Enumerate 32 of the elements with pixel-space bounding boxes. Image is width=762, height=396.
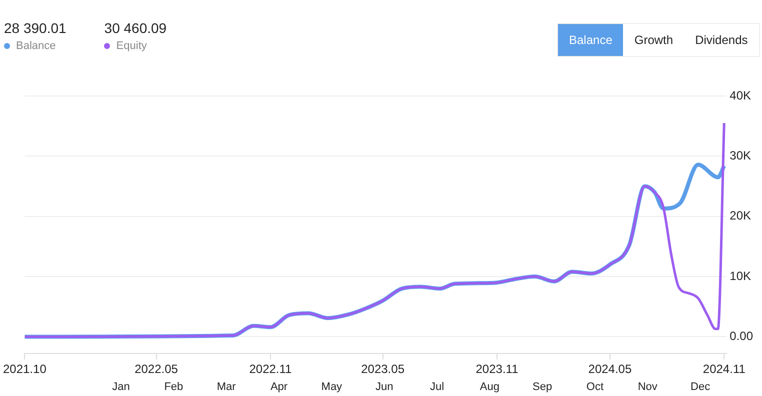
text: Oct: [586, 381, 604, 393]
text: Balance: [558, 24, 624, 56]
y-tick-label: 0.00: [730, 329, 754, 344]
text: Apr: [270, 381, 288, 393]
text: Sep: [532, 381, 552, 393]
x-tick-label: 2024.11: [702, 362, 746, 376]
x-tick-label: 2022.11: [249, 362, 292, 376]
text: Jul: [430, 381, 444, 393]
text: Nov: [638, 381, 658, 393]
text: Mar: [216, 381, 236, 393]
text: 28 390.01: [4, 20, 66, 36]
x-tick-label: 2022.05: [134, 362, 178, 376]
text: Jun: [375, 381, 394, 393]
y-tick-label: 30K: [730, 148, 752, 162]
x-tick-label: 2023.11: [476, 362, 519, 376]
text: Jan: [112, 381, 130, 393]
text: Feb: [164, 381, 184, 393]
x-tick-label: 2024.05: [588, 362, 632, 376]
text: 30 460.09: [104, 20, 167, 36]
text: Dividends: [694, 32, 749, 49]
y-tick-label: 40K: [730, 88, 752, 102]
line-series: [24, 122, 726, 338]
y-tick-label: 10K: [730, 268, 752, 283]
legend-label: Balance: [16, 40, 56, 52]
x-tick-label: 2023.05: [361, 362, 405, 376]
y-tick-label: 20K: [730, 208, 752, 223]
x-tick-label: 2021.10: [2, 362, 47, 376]
text: Aug: [480, 381, 500, 393]
text: Growth: [633, 32, 674, 49]
text: Dec: [690, 381, 710, 393]
legend-label: Equity: [116, 40, 147, 52]
text: May: [321, 381, 342, 393]
